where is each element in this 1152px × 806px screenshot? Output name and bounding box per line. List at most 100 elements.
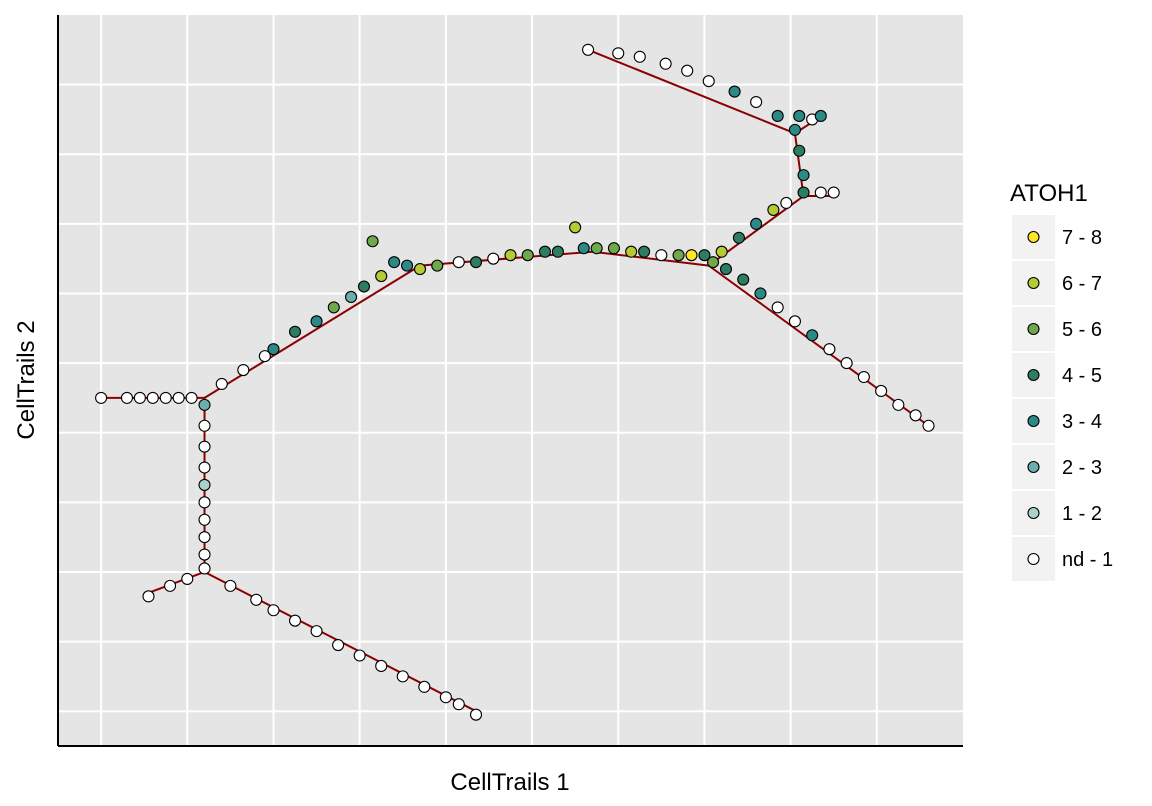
legend-label: 6 - 7 [1062, 273, 1102, 295]
data-point [357, 280, 371, 293]
data-point [418, 680, 431, 693]
legend-label: 1 - 2 [1062, 503, 1102, 525]
data-point [198, 562, 211, 575]
data-point [840, 357, 853, 370]
data-point [732, 231, 745, 244]
data-point [681, 64, 694, 77]
x-axis-label: CellTrails 1 [450, 769, 569, 796]
data-point [198, 440, 211, 453]
data-point [582, 43, 595, 56]
y-axis-label: CellTrails 2 [13, 320, 40, 439]
data-point [469, 708, 483, 721]
data-point [487, 252, 500, 265]
data-point [750, 95, 763, 109]
data-point [332, 639, 345, 652]
legend-label: 5 - 6 [1062, 319, 1102, 341]
legend-swatch [1027, 552, 1040, 566]
data-point [857, 370, 870, 384]
data-point [172, 391, 185, 404]
legend-label: nd - 1 [1062, 549, 1113, 571]
data-point [698, 249, 711, 262]
data-point [788, 315, 801, 328]
trajectory-segment [592, 250, 709, 267]
plot-panel [58, 15, 963, 746]
legend-swatch [1027, 414, 1040, 428]
data-point [250, 593, 263, 606]
data-point [797, 169, 810, 182]
data-point [185, 391, 198, 404]
data-point [806, 329, 819, 342]
trajectory-segment [587, 48, 796, 135]
data-point [431, 259, 444, 272]
data-point [793, 144, 806, 157]
data-point [719, 263, 733, 276]
data-point [198, 548, 211, 561]
data-point [793, 109, 806, 122]
data-point [875, 384, 888, 397]
data-point [685, 249, 698, 262]
data-point [814, 186, 827, 199]
legend-label: 3 - 4 [1062, 411, 1102, 433]
data-point [797, 186, 810, 199]
data-point [310, 625, 323, 638]
data-point [224, 579, 237, 592]
data-point [452, 256, 465, 269]
data-point [375, 659, 388, 672]
data-point [590, 242, 603, 255]
data-point [401, 259, 414, 272]
data-point [452, 698, 465, 711]
data-point [375, 270, 388, 283]
data-point [538, 245, 552, 258]
data-point [551, 245, 564, 258]
data-point [504, 249, 517, 262]
data-point [922, 419, 935, 432]
data-point [258, 350, 271, 363]
data-point [388, 256, 401, 269]
data-point [625, 245, 638, 258]
legend-swatch [1027, 460, 1040, 474]
legend-label: 4 - 5 [1062, 365, 1102, 387]
data-point [607, 242, 620, 255]
trajectory-segment [148, 571, 205, 594]
data-point [728, 85, 741, 98]
data-point [469, 256, 483, 269]
data-point [577, 242, 590, 255]
data-point [909, 409, 922, 422]
data-point [767, 203, 780, 216]
data-point [659, 57, 672, 70]
trajectory-segment [204, 264, 421, 399]
data-point [198, 496, 211, 509]
data-point [344, 290, 358, 304]
data-point [353, 649, 366, 662]
data-point [706, 256, 720, 269]
data-point [737, 273, 750, 286]
data-point [146, 391, 159, 404]
legend-title: ATOH1 [1010, 180, 1088, 207]
trajectory-segment [708, 264, 930, 427]
data-point [142, 590, 155, 603]
data-point [754, 287, 767, 300]
legend-swatch [1027, 368, 1040, 382]
data-point [133, 391, 146, 404]
data-point [750, 217, 763, 230]
legend-swatch [1027, 322, 1040, 336]
data-point [267, 604, 280, 617]
data-point [892, 398, 905, 411]
data-point [198, 478, 211, 491]
legend-swatch [1027, 230, 1040, 244]
data-point [163, 579, 177, 592]
trajectory-segment [793, 133, 805, 197]
data-point [638, 245, 651, 258]
data-point [237, 364, 250, 377]
data-point [366, 235, 379, 248]
data-point [823, 343, 836, 356]
data-point [288, 614, 302, 627]
data-points [95, 43, 935, 721]
data-point [198, 419, 211, 432]
data-point [198, 461, 211, 474]
data-point [95, 391, 108, 404]
legend-label: 7 - 8 [1062, 227, 1102, 249]
data-point [327, 301, 340, 314]
data-point [198, 513, 211, 526]
